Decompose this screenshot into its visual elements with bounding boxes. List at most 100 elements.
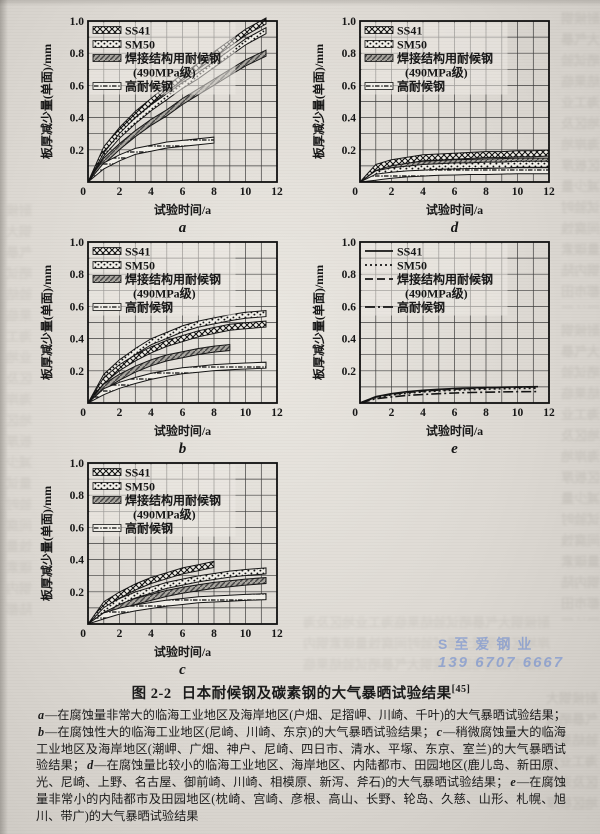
y-tick-label: 0.2 — [70, 366, 85, 378]
origin-tick-label: 0 — [80, 186, 86, 198]
note-key: e — [510, 775, 516, 790]
legend-swatch-ss41 — [364, 26, 394, 34]
x-axis-label: 试验时间/a — [426, 423, 483, 438]
legend-swatch-high — [92, 82, 122, 90]
x-tick-label: 4 — [420, 186, 426, 198]
plot-border — [87, 241, 278, 404]
y-tick-label: 0.6 — [70, 80, 85, 92]
legend-label: 焊接结构用耐候钢 — [125, 493, 221, 508]
series-high-band — [87, 361, 267, 404]
y-tick-label: 0.8 — [70, 269, 85, 281]
y-tick-label: 1.0 — [342, 16, 357, 28]
y-tick-label: 0.6 — [70, 301, 85, 313]
plot-border — [359, 241, 550, 404]
figure-number: 图 2-2 — [131, 686, 172, 702]
subfigure-letter: a — [179, 220, 187, 236]
note-key: d — [87, 758, 94, 773]
subfigure-letter: c — [179, 662, 186, 678]
x-tick-label: 4 — [148, 186, 154, 198]
x-tick-label: 8 — [483, 186, 489, 198]
chart-e-svg: 0 2 4 6 8 10 12 0.2 0.4 0.6 0.8 1.0 板厚减少量(单面)/mm 试验时间… — [311, 237, 555, 457]
legend-label: SS41 — [125, 24, 150, 38]
legend-label: SS41 — [125, 245, 150, 259]
figure-caption-notes: a—在腐蚀量非常大的临海工业地区及海岸地区(户畑、足摺岬、川崎、千叶)的大气暴晒… — [36, 707, 566, 825]
x-tick-label: 8 — [211, 407, 217, 419]
x-tick-label: 8 — [211, 628, 217, 640]
note-text: —在腐蚀量非常大的临海工业地区及海岸地区(户畑、足摺岬、川崎、千叶)的大气暴晒试… — [45, 708, 566, 722]
legend-swatch-ss41 — [92, 26, 122, 34]
series-ss41-band — [87, 560, 215, 625]
legend-swatch-welded — [92, 54, 122, 62]
legend-label: SS41 — [397, 24, 422, 38]
note-text: —在腐蚀量非常小的内陆都市及田园地区(枕崎、宫崎、彦根、高山、长野、轮岛、久慈、… — [36, 775, 567, 823]
series-ss41-band — [87, 320, 267, 404]
origin-tick-label: 0 — [80, 407, 86, 419]
legend-label: SM50 — [125, 480, 155, 494]
x-tick-label: 6 — [180, 186, 186, 198]
y-tick-label: 0.6 — [70, 522, 85, 534]
legend-label-continuation: (490MPa级) — [405, 286, 468, 301]
x-tick-label: 8 — [211, 186, 217, 198]
x-axis-label: 试验时间/a — [426, 202, 483, 217]
y-tick-label: 0.6 — [342, 80, 357, 92]
y-tick-label: 0.4 — [70, 113, 85, 125]
x-tick-label: 6 — [452, 407, 458, 419]
x-tick-label: 12 — [271, 186, 283, 198]
origin-tick-label: 0 — [80, 628, 86, 640]
y-tick-label: 1.0 — [70, 458, 85, 470]
legend-swatch-welded — [92, 496, 122, 504]
series-high-line — [359, 390, 539, 404]
y-tick-label: 1.0 — [70, 237, 85, 249]
x-tick-label: 10 — [512, 186, 524, 198]
legend-label: 焊接结构用耐候钢 — [125, 272, 221, 287]
x-tick-label: 10 — [512, 407, 524, 419]
y-tick-label: 0.4 — [342, 113, 357, 125]
y-axis-label: 板厚减少量(单面)/mm — [40, 486, 54, 601]
x-tick-label: 4 — [148, 407, 154, 419]
legend-label: SS41 — [125, 466, 150, 480]
x-tick-label: 2 — [389, 407, 395, 419]
chart-b: 0 2 4 6 8 10 12 0.2 0.4 0.6 0.8 1.0 板厚减少量(单面)/mm 试验时间… — [39, 226, 298, 458]
chart-c-svg: 0 2 4 6 8 10 12 0.2 0.4 0.6 0.8 1.0 板厚减少量(单面)/mm 试验时间… — [39, 458, 283, 678]
legend-swatch-sm50 — [92, 40, 122, 48]
legend-label: SM50 — [397, 259, 427, 273]
legend-swatch-sm50 — [364, 40, 394, 48]
plot-border — [87, 20, 278, 183]
subfigure-letter: b — [179, 441, 187, 457]
figure-reference: [45] — [451, 684, 471, 696]
y-tick-label: 0.2 — [342, 145, 357, 157]
legend-swatch-welded — [92, 275, 122, 283]
legend-label: SM50 — [397, 38, 427, 52]
note-text: —在腐蚀性大的临海工业地区(尼崎、川崎、东京)的大气暴晒试验结果； — [45, 724, 435, 739]
x-tick-label: 2 — [117, 628, 123, 640]
series-high-band — [87, 593, 267, 625]
series-welded-band — [87, 576, 267, 625]
x-tick-label: 10 — [240, 186, 252, 198]
legend-label: 高耐候钢 — [397, 300, 445, 315]
y-axis-label: 板厚减少量(单面)/mm — [312, 44, 326, 159]
legend-label-continuation: (490MPa级) — [133, 286, 196, 301]
x-tick-label: 12 — [271, 628, 283, 640]
chart-a-svg: 0 2 4 6 8 10 12 0.2 0.4 0.6 0.8 1.0 板厚减少量(单面)/mm 试验时间… — [39, 16, 283, 236]
x-axis-label: 试验时间/a — [154, 644, 211, 659]
y-tick-label: 0.8 — [342, 269, 357, 281]
legend-label-continuation: (490MPa级) — [133, 65, 196, 80]
x-tick-label: 6 — [180, 628, 186, 640]
legend-swatch-sm50 — [92, 261, 122, 269]
note-key: a — [38, 708, 45, 722]
x-tick-label: 2 — [389, 186, 395, 198]
x-axis-label: 试验时间/a — [154, 423, 211, 438]
page-edge-shadow-left — [0, 0, 8, 834]
legend-label: 高耐候钢 — [125, 521, 173, 536]
x-tick-label: 12 — [543, 407, 555, 419]
legend-swatch-ss41 — [92, 468, 122, 476]
x-tick-label: 12 — [271, 407, 283, 419]
figure-title: 日本耐候钢及碳素钢的大气暴晒试验结果 — [181, 686, 452, 702]
note-key: b — [38, 724, 45, 739]
y-tick-label: 0.4 — [70, 555, 85, 567]
y-tick-label: 0.8 — [70, 490, 85, 502]
watermark-phone: 139 6707 6667 — [438, 654, 565, 671]
